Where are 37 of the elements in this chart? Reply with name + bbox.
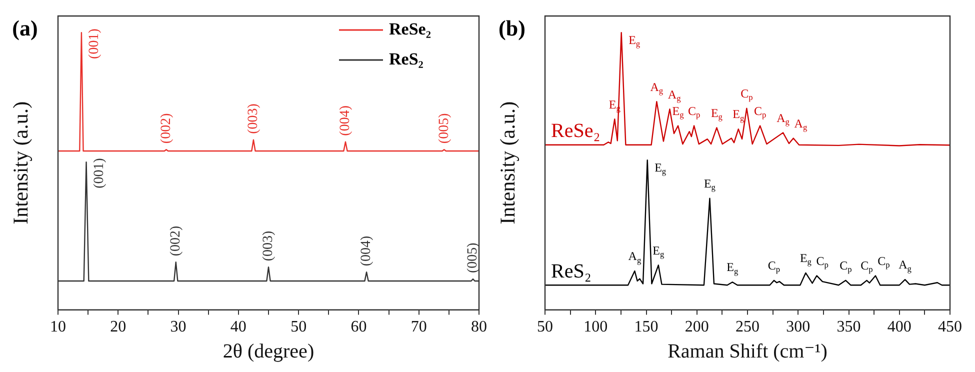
annotation: (001) [87, 28, 102, 59]
annotation: (003) [261, 230, 276, 262]
x-tick-label: 250 [736, 318, 760, 336]
legend-label: ReSe₂ [389, 19, 431, 38]
x-tick-label: 40 [230, 318, 246, 336]
x-tick-label: 400 [887, 318, 912, 336]
series-label: ReSe₂ [551, 120, 600, 142]
x-tick-label: 300 [786, 318, 810, 336]
x-tick-label: 70 [410, 318, 427, 336]
annotation: (003) [246, 103, 262, 134]
x-tick-label: 450 [938, 318, 962, 336]
x-axis-title: 2θ (degree) [222, 340, 314, 362]
annotation: (002) [158, 112, 174, 144]
series-label: ReS₂ [551, 260, 592, 282]
x-tick-label: 10 [50, 318, 66, 336]
annotation: (004) [338, 105, 354, 136]
x-tick-label: 100 [584, 318, 608, 336]
y-axis-title: Intensity (a.u.) [496, 101, 520, 224]
x-axis-title: Raman Shift (cm⁻¹) [668, 340, 828, 362]
x-tick-label: 20 [110, 318, 126, 336]
chart-title: (a) [12, 16, 38, 41]
annotation: (004) [359, 235, 374, 266]
annotation: (001) [92, 158, 107, 188]
annotation: (002) [168, 225, 184, 256]
y-axis-title: Intensity (a.u.) [8, 101, 33, 224]
x-tick-label: 30 [170, 318, 186, 336]
annotation: (005) [466, 242, 481, 274]
x-tick-label: 150 [634, 318, 658, 336]
x-tick-label: 80 [471, 318, 487, 336]
annotation: (005) [436, 112, 452, 144]
x-tick-label: 60 [350, 318, 367, 336]
legend-label: ReS₂ [389, 49, 424, 68]
x-tick-label: 350 [836, 318, 861, 336]
x-tick-label: 50 [537, 318, 553, 336]
chart-title: (b) [498, 16, 526, 41]
x-tick-label: 200 [684, 318, 709, 336]
x-tick-label: 50 [290, 318, 307, 336]
